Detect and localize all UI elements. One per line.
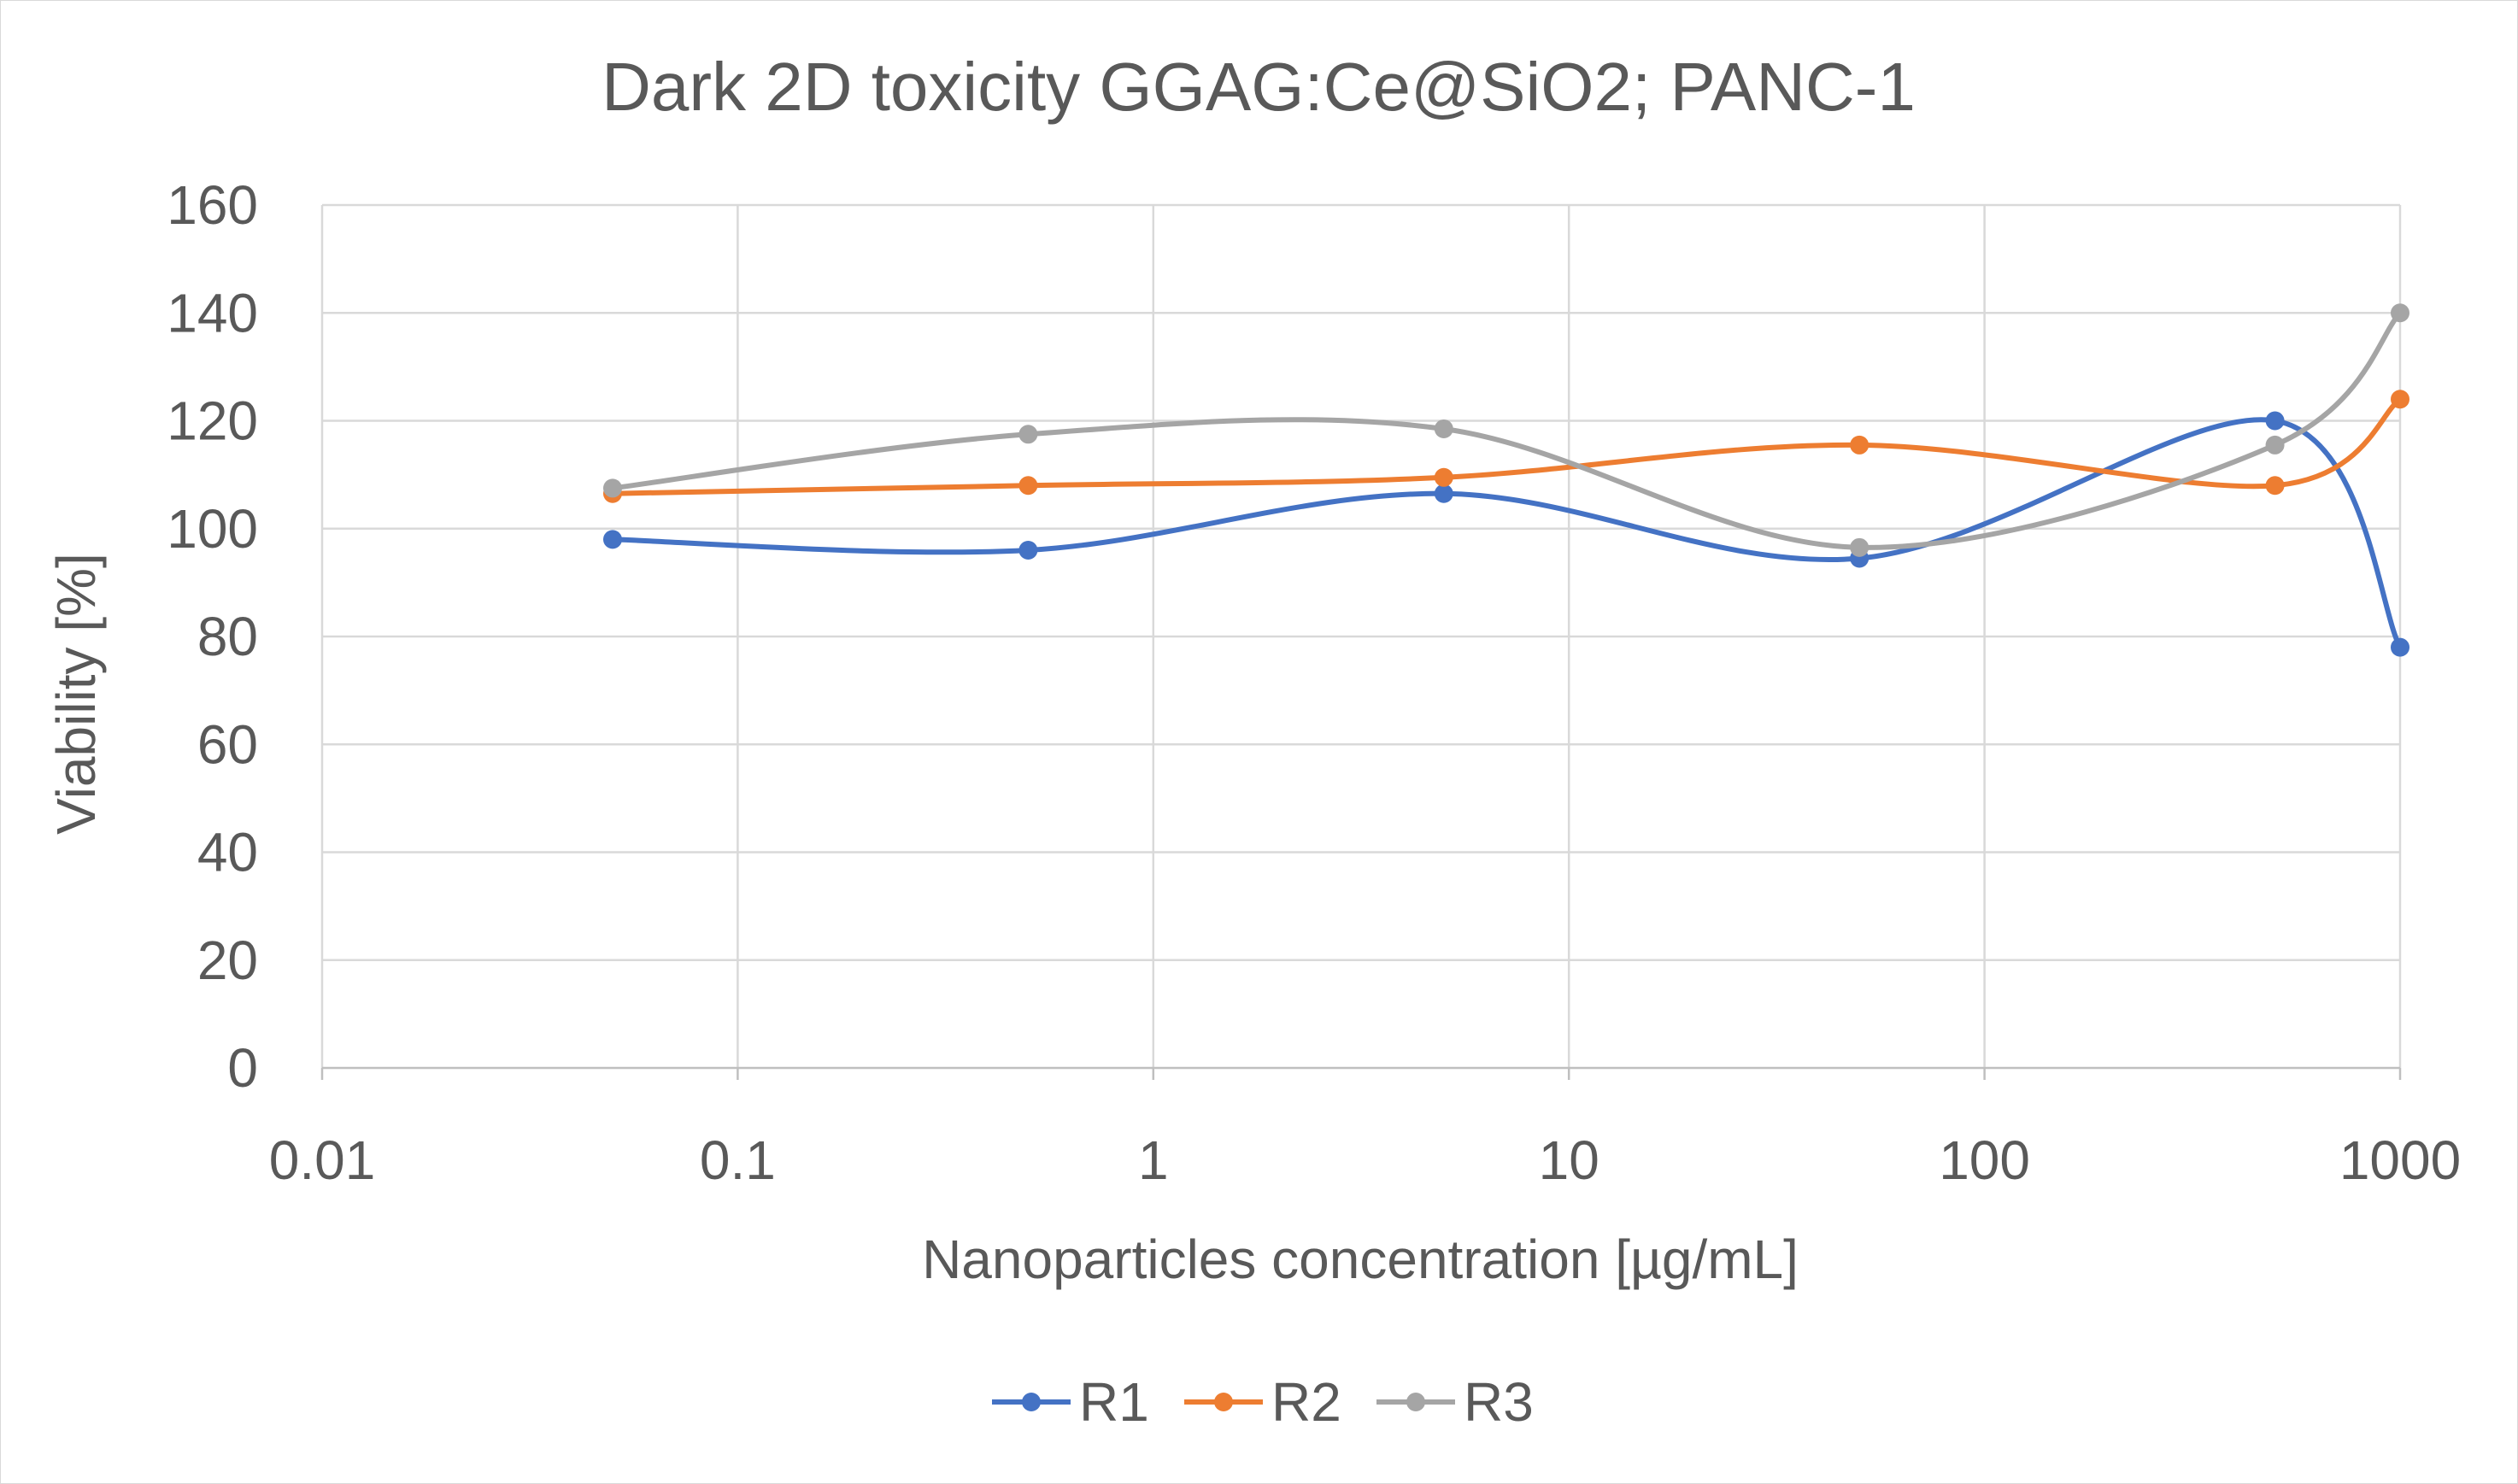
- legend-item-r3: R3: [1376, 1371, 1534, 1433]
- legend-label: R1: [1079, 1371, 1149, 1433]
- series-line-r2: [610, 396, 2403, 496]
- data-point-r1: [602, 530, 622, 549]
- y-tick-label: 40: [197, 822, 258, 883]
- series-r2: [602, 390, 2409, 503]
- legend-label: R2: [1271, 1371, 1341, 1433]
- legend-swatch-marker: [1214, 1393, 1233, 1411]
- series-r3: [602, 303, 2409, 557]
- x-tick-label: 1: [1138, 1129, 1169, 1191]
- x-tick-label: 1000: [2339, 1129, 2461, 1191]
- legend-item-r2: R2: [1184, 1371, 1341, 1433]
- data-point-r1: [1434, 484, 1453, 503]
- y-tick-label: 0: [227, 1037, 258, 1099]
- data-point-r2: [2391, 390, 2409, 409]
- x-tick-label: 0.1: [700, 1129, 776, 1191]
- y-tick-label: 140: [167, 282, 258, 343]
- x-tick-label: 10: [1539, 1129, 1599, 1191]
- data-point-r1: [2391, 637, 2409, 657]
- series-line-r3: [610, 310, 2403, 550]
- data-point-r3: [2391, 303, 2409, 323]
- axes: 0 20 40 60 80 100 120 140 160 0.01 0.1 1 10 100 1000: [167, 174, 2461, 1191]
- legend-item-r1: R1: [992, 1371, 1149, 1433]
- y-tick-label: 20: [197, 930, 258, 991]
- x-tick-label: 100: [1939, 1129, 2030, 1191]
- data-point-r2: [1850, 435, 1869, 455]
- y-tick-label: 160: [167, 174, 258, 236]
- data-point-r3: [602, 478, 622, 498]
- data-point-r3: [1018, 425, 1038, 444]
- legend-swatch-marker: [1406, 1393, 1425, 1411]
- data-point-r1: [2265, 411, 2285, 431]
- x-axis-title: Nanoparticles concentration [µg/mL]: [922, 1229, 1799, 1290]
- y-tick-label: 100: [167, 498, 258, 560]
- legend-swatch-marker: [1022, 1393, 1041, 1411]
- legend-label: R3: [1464, 1371, 1534, 1433]
- data-series: [602, 303, 2409, 657]
- data-point-r2: [1018, 476, 1038, 496]
- series-line-r1: [610, 417, 2403, 650]
- legend: R1 R2 R3: [992, 1371, 1534, 1433]
- data-point-r1: [1018, 541, 1038, 560]
- series-r1: [602, 411, 2409, 657]
- y-tick-label: 80: [197, 606, 258, 667]
- data-point-r3: [2265, 435, 2285, 455]
- x-tick-label: 0.01: [269, 1129, 376, 1191]
- y-axis-title: Viability [%]: [45, 553, 107, 835]
- data-point-r3: [1434, 419, 1453, 438]
- chart-title: Dark 2D toxicity GGAG:Ce@SiO2; PANC-1: [602, 49, 1916, 125]
- data-point-r2: [2265, 476, 2285, 496]
- gridlines: [320, 203, 2402, 1068]
- data-point-r3: [1850, 537, 1869, 557]
- y-tick-label: 60: [197, 713, 258, 775]
- y-tick-label: 120: [167, 390, 258, 452]
- data-point-r2: [1434, 467, 1453, 487]
